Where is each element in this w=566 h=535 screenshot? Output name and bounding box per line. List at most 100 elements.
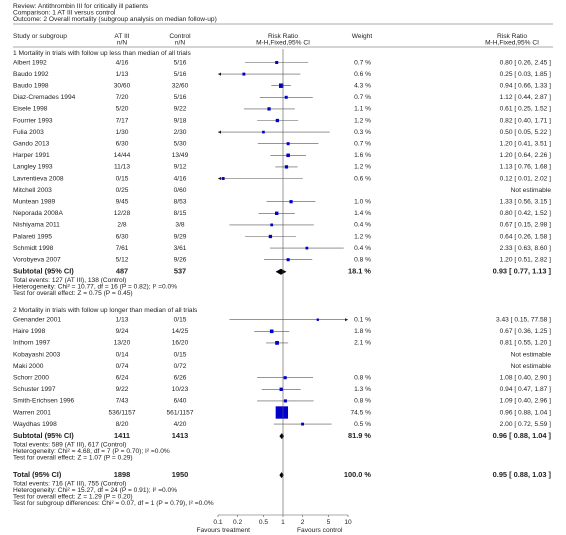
at3-value: 7/61 bbox=[116, 245, 129, 252]
weight: 1.8 % bbox=[354, 328, 371, 335]
at3-value: 7/17 bbox=[116, 117, 129, 124]
ci-arrow bbox=[218, 130, 221, 134]
effect-square bbox=[286, 142, 290, 146]
note: Test for overall effect: Z = 1.29 (P = 0… bbox=[13, 493, 133, 500]
effect-square bbox=[279, 387, 283, 391]
study-name: Baudo 1992 bbox=[13, 71, 49, 78]
at3-value: 6/30 bbox=[116, 233, 129, 240]
col-plot-unit: M-H,Fixed,95% CI bbox=[256, 39, 310, 46]
ci-label: Not estimable bbox=[511, 187, 552, 194]
at3-value: 487 bbox=[116, 267, 128, 276]
at3-value: 5/20 bbox=[116, 106, 129, 113]
note: Total events: 127 (AT III), 138 (Control… bbox=[13, 277, 126, 284]
at3-value: 5/12 bbox=[116, 256, 129, 263]
weight: 74.5 % bbox=[350, 409, 371, 416]
comparison: Comparison: 1 AT III versus control bbox=[13, 9, 116, 16]
study-name: Lavrentieva 2008 bbox=[13, 175, 64, 182]
weight: 0.8 % bbox=[354, 398, 371, 405]
ci-label: 2.33 [ 0.63, 8.60 ] bbox=[500, 245, 551, 252]
control-value: 5/16 bbox=[174, 94, 187, 101]
col-control: Control bbox=[169, 33, 191, 40]
weight: 0.6 % bbox=[354, 71, 371, 78]
effect-square bbox=[275, 60, 279, 65]
ci-label: 0.94 [ 0.47, 1.87 ] bbox=[500, 386, 551, 393]
study-name: Harper 1991 bbox=[13, 152, 50, 159]
control-value: 32/60 bbox=[172, 82, 189, 89]
study-name: Haire 1998 bbox=[13, 328, 46, 335]
control-value: 9/12 bbox=[174, 164, 187, 171]
study-name: Diaz-Cremades 1994 bbox=[13, 94, 76, 101]
ci-arrow bbox=[218, 176, 221, 181]
col-at3: AT III bbox=[114, 33, 129, 40]
control-value: 8/53 bbox=[174, 198, 187, 205]
control-value: 2/30 bbox=[174, 129, 187, 136]
outcome: Outcome: 2 Overall mortality (subgroup a… bbox=[13, 16, 217, 23]
at3-value: 1898 bbox=[114, 470, 130, 479]
weight: 0.7 % bbox=[354, 94, 371, 101]
at3-value: 536/1157 bbox=[108, 409, 135, 416]
control-value: 13/49 bbox=[172, 152, 189, 159]
effect-square bbox=[283, 376, 287, 380]
subgroup-title: 1 Mortality in trials with follow up les… bbox=[13, 50, 191, 57]
weight: 0.1 % bbox=[354, 316, 371, 323]
weight: 0.4 % bbox=[354, 245, 371, 252]
ci-label: 0.94 [ 0.66, 1.33 ] bbox=[500, 82, 551, 89]
weight: 0.3 % bbox=[354, 129, 371, 136]
x-tick-label: 10 bbox=[344, 519, 352, 526]
control-value: 1950 bbox=[172, 470, 188, 479]
control-value: 0/15 bbox=[174, 316, 187, 323]
ci-label: 0.61 [ 0.25, 1.52 ] bbox=[500, 106, 551, 113]
note: Test for subgroup differences: Chi² = 0.… bbox=[13, 500, 214, 507]
control-value: 9/26 bbox=[174, 256, 187, 263]
weight: 1.3 % bbox=[354, 386, 371, 393]
note: Total events: 589 (AT III), 617 (Control… bbox=[13, 441, 126, 448]
x-tick-label: 0.2 bbox=[233, 519, 242, 526]
effect-square bbox=[279, 83, 284, 88]
at3-value: 9/45 bbox=[116, 198, 129, 205]
ci-label: 1.12 [ 0.44, 2.87 ] bbox=[500, 94, 551, 101]
ci-label: 0.96 [ 0.88, 1.04 ] bbox=[500, 409, 551, 416]
ci-label: 0.25 [ 0.03, 1.85 ] bbox=[500, 71, 551, 78]
control-value: 6/40 bbox=[174, 398, 187, 405]
control-value: 3/8 bbox=[175, 222, 184, 229]
at3-value: 9/22 bbox=[116, 386, 129, 393]
study-name: Schorr 2000 bbox=[13, 374, 49, 381]
weight: 0.8 % bbox=[354, 374, 371, 381]
ci-arrow bbox=[345, 318, 348, 322]
ci-label: 0.81 [ 0.55, 1.20 ] bbox=[500, 340, 551, 347]
ci-label: Not estimable bbox=[511, 363, 552, 370]
ci-label: Not estimable bbox=[511, 351, 552, 358]
control-value: 5/30 bbox=[174, 140, 187, 147]
weight: 0.7 % bbox=[354, 140, 371, 147]
at3-value: 14/44 bbox=[114, 152, 131, 159]
weight: 2.1 % bbox=[354, 340, 371, 347]
effect-square bbox=[274, 211, 279, 216]
ci-label: 1.20 [ 0.51, 2.82 ] bbox=[500, 256, 551, 263]
ci-label: 1.20 [ 0.64, 2.26 ] bbox=[500, 152, 551, 159]
ci-label: 0.64 [ 0.26, 1.58 ] bbox=[500, 233, 551, 240]
x-tick-label: 5 bbox=[327, 519, 331, 526]
weight: 1.2 % bbox=[354, 117, 371, 124]
note: Test for overall effect: Z = 1.07 (P = 0… bbox=[13, 454, 133, 461]
weight: 4.3 % bbox=[354, 82, 371, 89]
at3-value: 1/30 bbox=[116, 129, 129, 136]
at3-value: 30/60 bbox=[114, 82, 131, 89]
ci-label: 1.13 [ 0.76, 1.68 ] bbox=[500, 164, 551, 171]
pooled-diamond bbox=[275, 268, 287, 275]
ci-label: 1.08 [ 0.40, 2.90 ] bbox=[500, 374, 551, 381]
at3-value: 0/14 bbox=[116, 351, 129, 358]
weight: 1.0 % bbox=[354, 198, 371, 205]
study-name: Fulia 2003 bbox=[13, 129, 44, 136]
ci-label: 0.93 [ 0.77, 1.13 ] bbox=[493, 267, 552, 276]
at3-value: 0/74 bbox=[116, 363, 129, 370]
study-name: Eisele 1998 bbox=[13, 106, 48, 113]
study-name: Schuster 1997 bbox=[13, 386, 56, 393]
control-value: 5/16 bbox=[174, 71, 187, 78]
col-ci-unit: M-H,Fixed,95% CI bbox=[485, 39, 539, 46]
ci-arrow bbox=[218, 72, 221, 76]
study-name: Grenander 2001 bbox=[13, 316, 61, 323]
effect-square bbox=[286, 258, 290, 262]
study-name: Warren 2001 bbox=[13, 409, 51, 416]
weight: 0.6 % bbox=[354, 175, 371, 182]
weight: 81.9 % bbox=[348, 431, 371, 440]
